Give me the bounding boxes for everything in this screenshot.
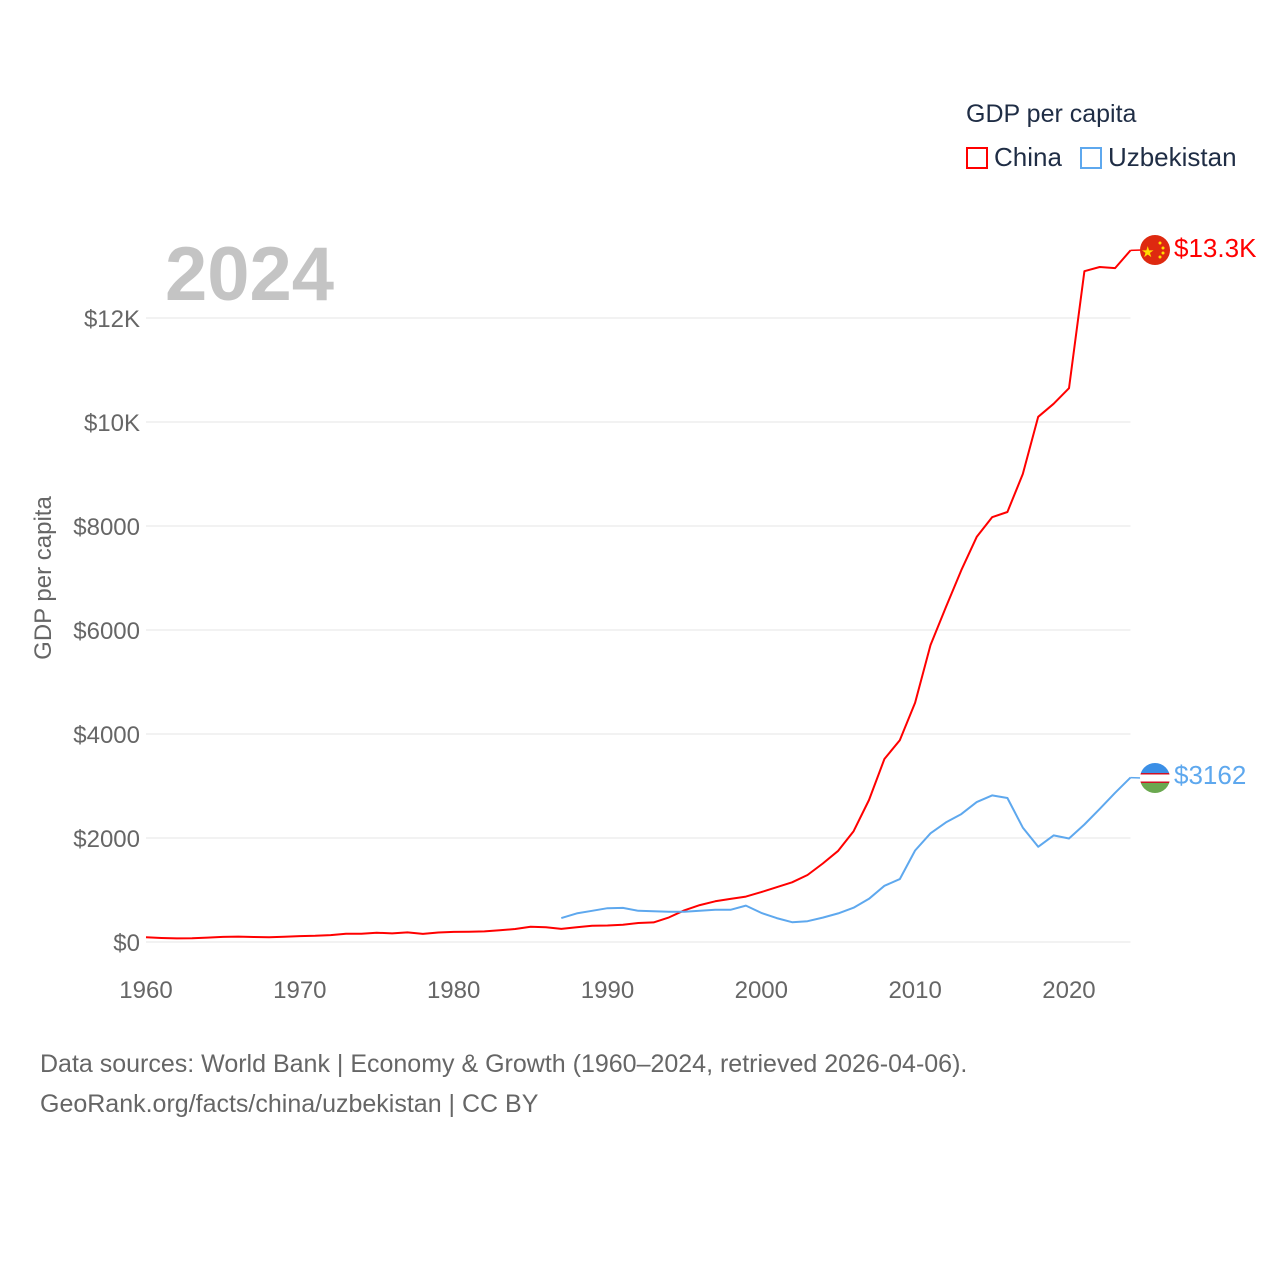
legend-title: GDP per capita bbox=[966, 100, 1137, 128]
grid bbox=[146, 317, 1131, 943]
uzbekistan-line bbox=[561, 776, 1132, 924]
y-axis-label: GDP per capita bbox=[30, 496, 57, 660]
y-tick-label: $2000 bbox=[73, 826, 140, 853]
y-tick-label: $10K bbox=[84, 410, 140, 437]
series-lines bbox=[145, 249, 1143, 940]
y-tick-label: $4000 bbox=[73, 722, 140, 749]
x-tick-label: 1990 bbox=[581, 977, 634, 1004]
uzbekistan-swatch bbox=[1079, 146, 1102, 169]
x-axis: 1960 1970 1980 1990 2000 2010 2020 bbox=[119, 977, 1095, 1004]
uzbekistan-flag-icon bbox=[1140, 763, 1170, 793]
svg-text:★: ★ bbox=[1141, 244, 1154, 261]
china-end-label: $13.3K bbox=[1174, 233, 1257, 263]
x-tick-label: 2000 bbox=[735, 977, 788, 1004]
source-link[interactable]: GeoRank.org/facts/china/uzbekistan | CC … bbox=[40, 1090, 539, 1118]
legend: China Uzbekistan bbox=[966, 142, 1237, 173]
china-swatch bbox=[966, 146, 988, 169]
legend-label: Uzbekistan bbox=[1107, 142, 1237, 172]
end-markers: ★ bbox=[1140, 235, 1170, 793]
y-tick-label: $8000 bbox=[73, 514, 140, 541]
legend-item-uzbekistan[interactable]: Uzbekistan bbox=[1079, 142, 1237, 173]
x-tick-label: 2020 bbox=[1042, 977, 1095, 1004]
data-sources: Data sources: World Bank | Economy & Gro… bbox=[40, 1050, 968, 1078]
uzbekistan-end-label: $3162 bbox=[1174, 760, 1246, 790]
x-tick-label: 2010 bbox=[888, 977, 941, 1004]
footer: Data sources: World Bank | Economy & Gro… bbox=[40, 1044, 967, 1124]
legend-item-china[interactable]: China bbox=[966, 142, 1062, 173]
legend-label: China bbox=[994, 142, 1062, 172]
x-tick-label: 1960 bbox=[119, 977, 172, 1004]
y-tick-label: $6000 bbox=[73, 618, 140, 645]
x-tick-label: 1980 bbox=[427, 977, 480, 1004]
y-tick-label: $0 bbox=[113, 930, 140, 957]
china-line bbox=[145, 249, 1132, 940]
x-tick-label: 1970 bbox=[273, 977, 326, 1004]
china-flag-icon: ★ bbox=[1140, 235, 1170, 265]
y-axis: $0 $2000 $4000 $6000 $8000 $10K $12K bbox=[73, 306, 140, 957]
y-tick-label: $12K bbox=[84, 306, 140, 333]
year-label: 2024 bbox=[165, 232, 334, 317]
